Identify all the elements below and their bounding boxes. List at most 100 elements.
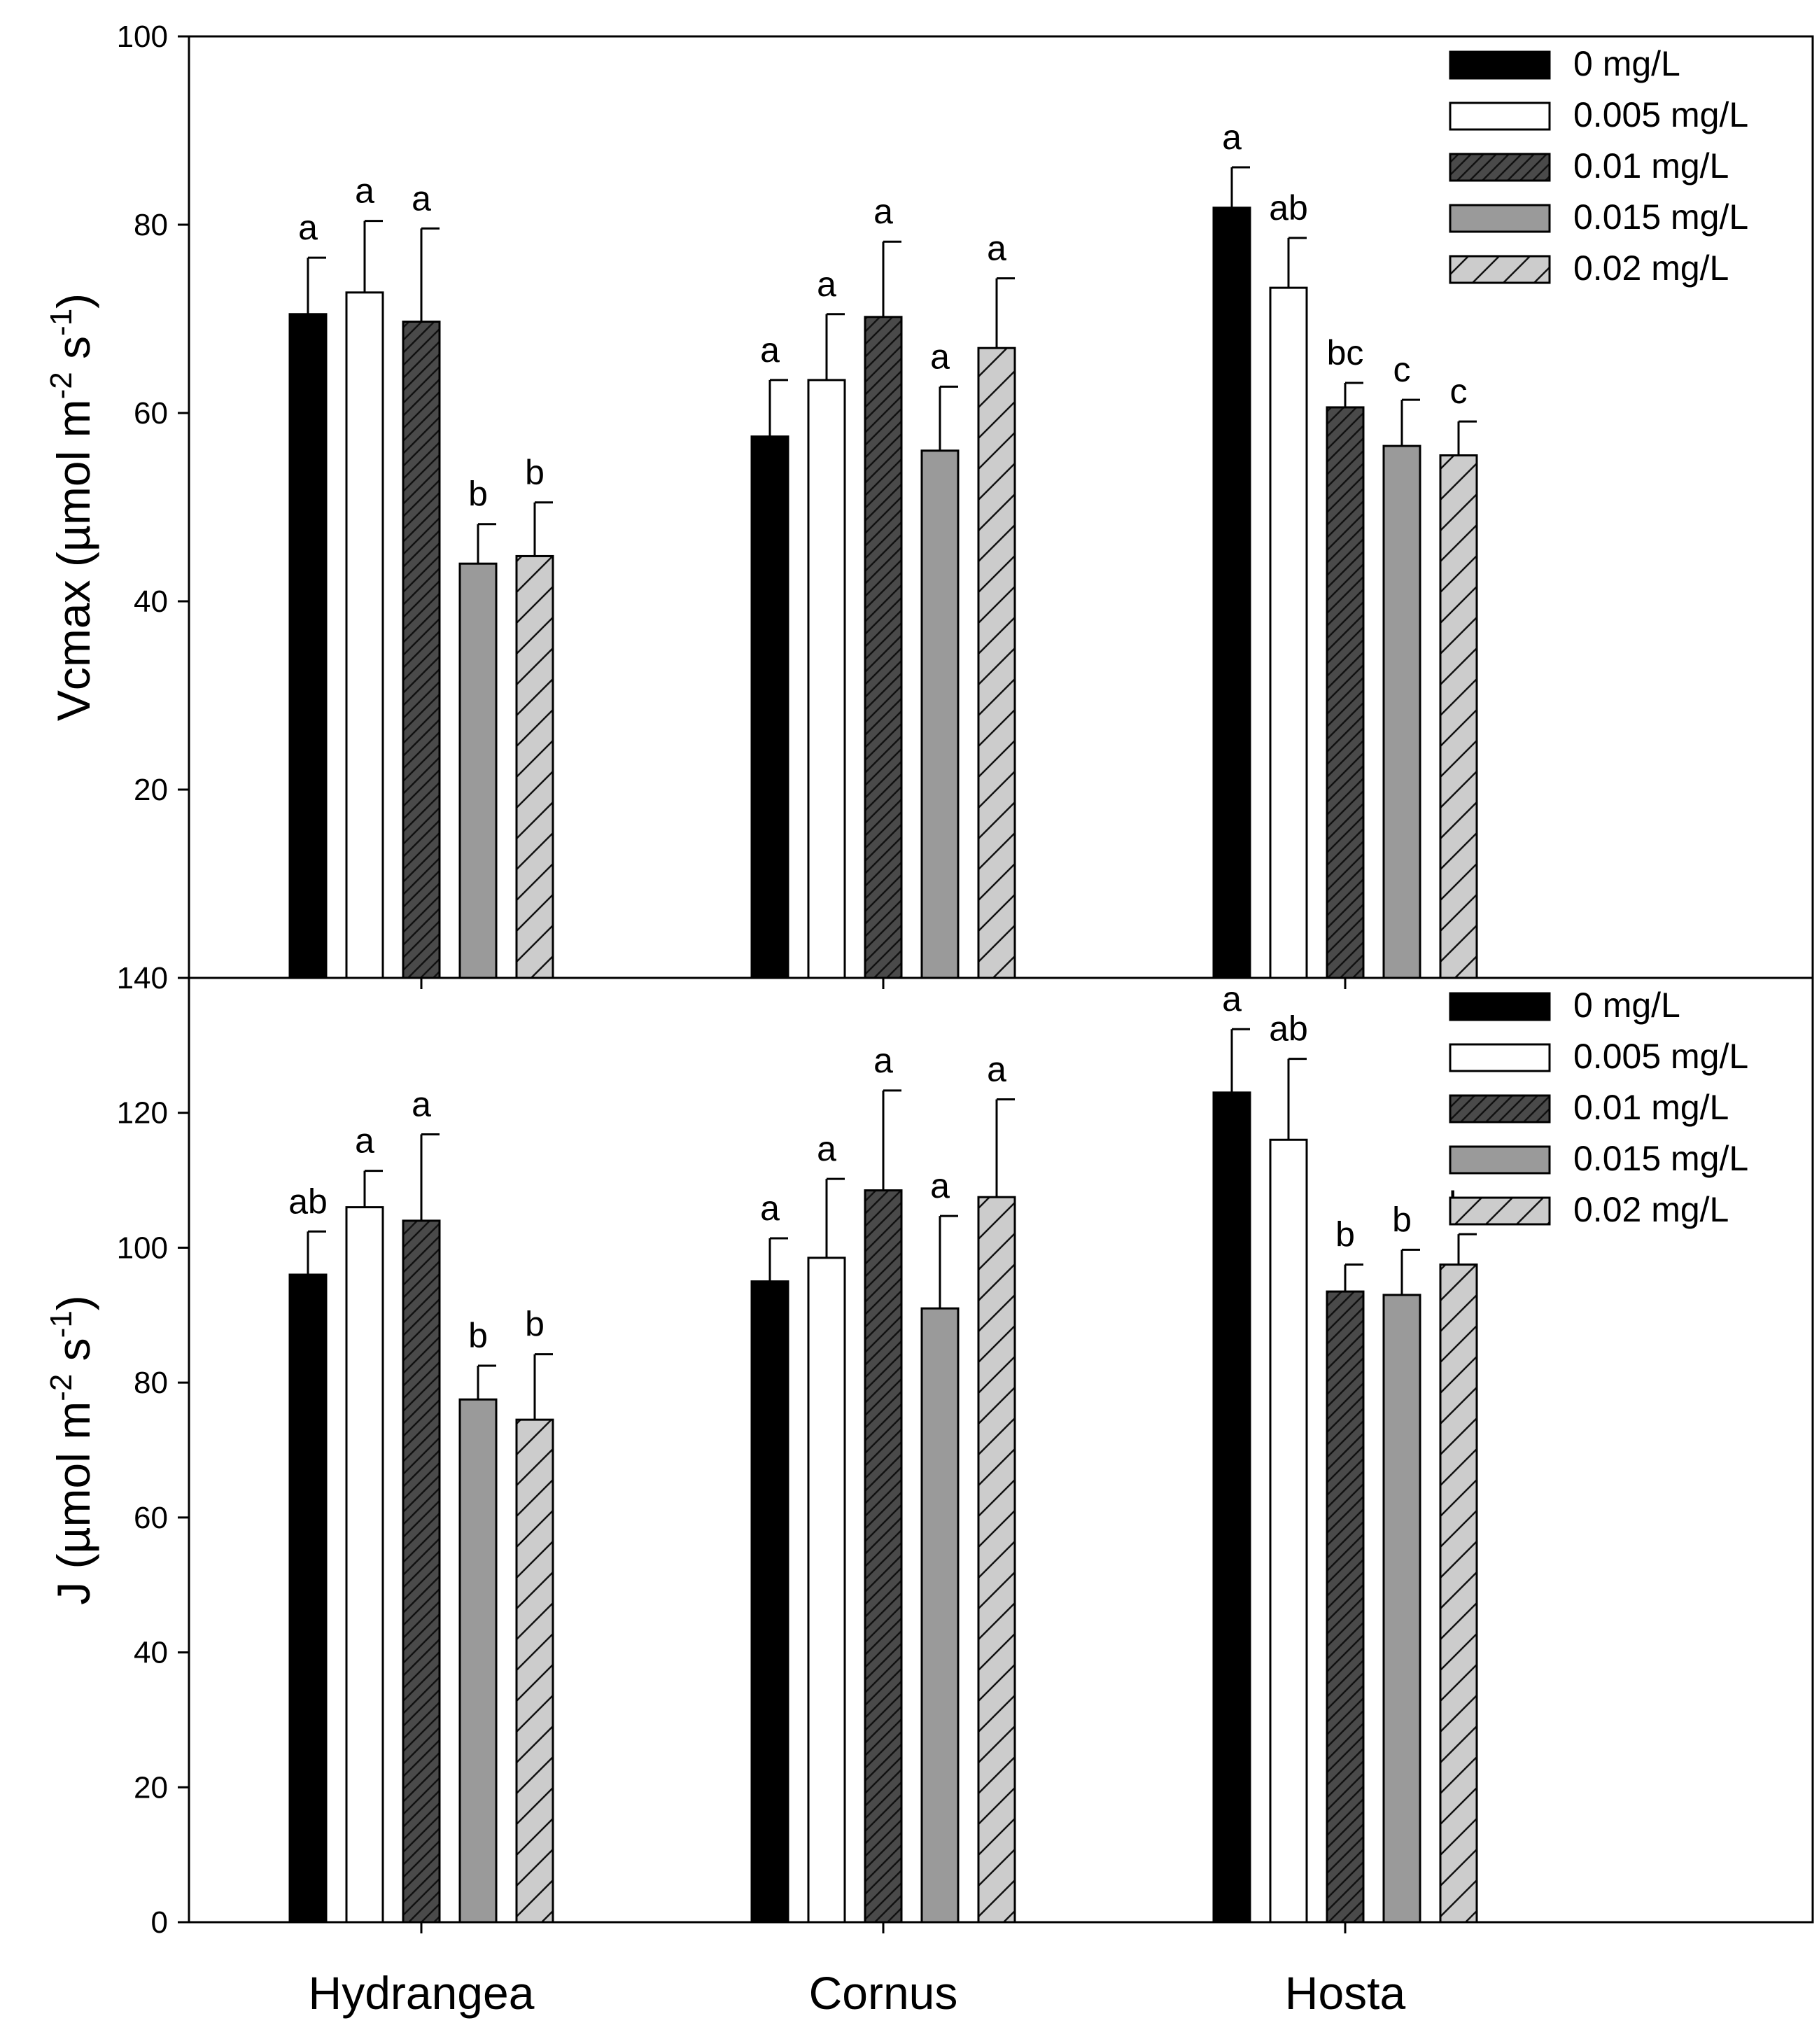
legend-swatch [1449, 1145, 1551, 1175]
legend: 0 mg/L 0.005 mg/L 0.01 mg/L 0.015 mg/L 0.02 … [1449, 44, 1748, 288]
significance-letter: b [525, 1305, 545, 1344]
significance-letter: a [987, 1049, 1006, 1088]
bar [345, 1206, 384, 1924]
significance-letter: a [760, 1189, 780, 1228]
significance-letter: a [930, 337, 950, 376]
bar [807, 1256, 846, 1924]
significance-letter: a [873, 192, 893, 231]
category-label: Cornus [809, 1967, 958, 2019]
bar [1326, 1290, 1365, 1924]
significance-letter: a [355, 1121, 374, 1161]
y-tick-label: 0 [151, 1905, 168, 1940]
bar [1269, 286, 1308, 979]
y-tick-label: 60 [134, 396, 168, 430]
legend-swatch [1449, 153, 1551, 182]
legend-swatch [1449, 1094, 1551, 1124]
significance-letter: b [1392, 1200, 1412, 1239]
legend-swatch [1449, 992, 1551, 1021]
legend-label: 0.01 mg/L [1573, 146, 1729, 186]
category-label: Hosta [1285, 1967, 1406, 2019]
legend-swatch [1449, 255, 1551, 284]
y-tick-label: 100 [117, 20, 168, 54]
legend: 0 mg/L 0.005 mg/L 0.01 mg/L 0.015 mg/L 0.02 … [1449, 986, 1748, 1229]
category-label: Hydrangea [309, 1967, 535, 2019]
bar [920, 1307, 960, 1924]
bar [750, 1280, 789, 1924]
bar [458, 1398, 498, 1924]
significance-letter: a [987, 229, 1006, 268]
y-tick-label: 80 [134, 1366, 168, 1400]
significance-letter: b [468, 475, 488, 514]
bar [977, 1196, 1016, 1924]
y-tick-label: 20 [134, 1770, 168, 1805]
significance-letter: a [1222, 979, 1242, 1018]
bar [920, 449, 960, 979]
bar [288, 313, 328, 979]
y-tick-label: 20 [134, 773, 168, 807]
y-tick-label: 140 [117, 961, 168, 995]
legend-label: 0.01 mg/L [1573, 1088, 1729, 1127]
legend-label: 0.005 mg/L [1573, 95, 1748, 134]
significance-letter: a [817, 265, 836, 304]
bar [1269, 1138, 1308, 1924]
y-tick-label: 40 [134, 584, 168, 619]
significance-letter: b [1335, 1215, 1355, 1254]
legend-label: 0.02 mg/L [1573, 1190, 1729, 1229]
significance-letter: c [1393, 350, 1411, 389]
bar [402, 321, 441, 979]
bar [288, 1273, 328, 1924]
significance-letter: a [355, 172, 374, 211]
legend-label: 0.015 mg/L [1573, 1139, 1748, 1178]
significance-letter: a [817, 1129, 836, 1168]
legend-label: 0 mg/L [1573, 44, 1680, 83]
bar [1212, 206, 1251, 979]
significance-letter: b [468, 1316, 488, 1355]
legend-swatch [1449, 50, 1551, 80]
bar [515, 554, 554, 979]
y-tick-label: 40 [134, 1636, 168, 1670]
bar [1326, 406, 1365, 979]
bar [1382, 444, 1421, 979]
legend-label: 0.02 mg/L [1573, 248, 1729, 288]
significance-letter: c [1450, 372, 1468, 411]
y-tick-label: 120 [117, 1096, 168, 1130]
bar [402, 1219, 441, 1924]
significance-letter: bc [1327, 333, 1364, 372]
bar [515, 1418, 554, 1924]
bar [864, 316, 903, 979]
legend-swatch [1449, 204, 1551, 233]
bar [750, 435, 789, 979]
bar [345, 291, 384, 979]
significance-letter: b [525, 453, 545, 492]
y-tick-label: 100 [117, 1231, 168, 1265]
legend-label: 0.015 mg/L [1573, 197, 1748, 237]
significance-letter: ab [1269, 1009, 1308, 1049]
legend-label: 0.005 mg/L [1573, 1037, 1748, 1076]
bar [1439, 1264, 1478, 1924]
bar [807, 379, 846, 979]
y-axis-label: J (µmol m-2 s-1) [44, 1295, 99, 1605]
y-tick-label: 80 [134, 208, 168, 242]
legend-label: 0 mg/L [1573, 986, 1680, 1025]
significance-letter: a [412, 1085, 431, 1124]
significance-letter: ab [1269, 188, 1308, 227]
bar [1382, 1294, 1421, 1924]
bar [1439, 454, 1478, 979]
significance-letter: a [930, 1166, 950, 1205]
significance-letter: a [412, 178, 431, 218]
bar [1212, 1091, 1251, 1924]
legend-swatch [1449, 102, 1551, 131]
significance-letter: a [760, 330, 780, 370]
y-tick-label: 60 [134, 1501, 168, 1535]
significance-letter: ab [288, 1182, 328, 1221]
y-axis-label: Vcmax (µmol m-2 s-1) [44, 293, 99, 721]
bar [977, 346, 1016, 979]
legend-swatch [1449, 1043, 1551, 1072]
significance-letter: a [298, 208, 318, 247]
significance-letter: a [873, 1041, 893, 1080]
legend-swatch [1449, 1196, 1551, 1226]
significance-letter: a [1222, 118, 1242, 157]
